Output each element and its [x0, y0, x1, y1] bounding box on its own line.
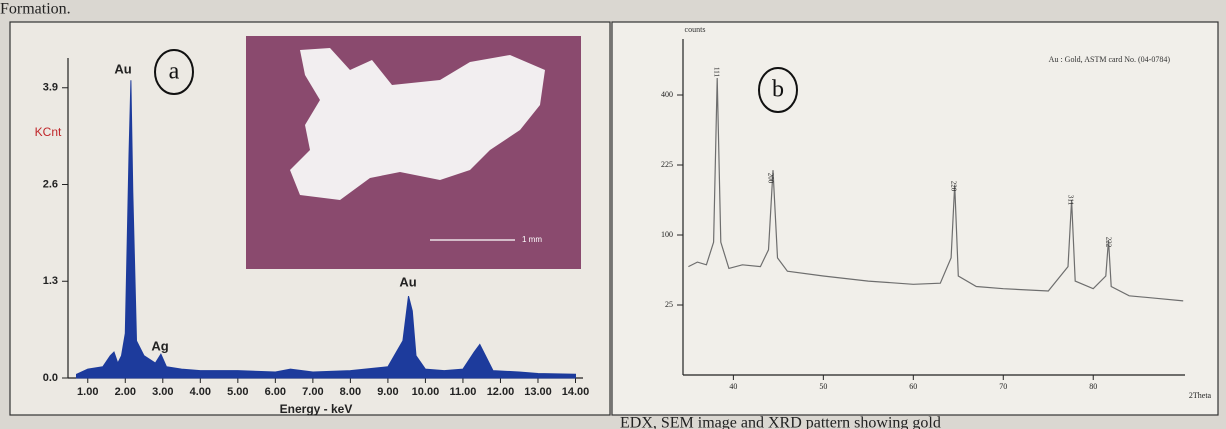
x-tick-label: 3.00	[152, 386, 173, 398]
x-tick-label: 9.00	[377, 386, 398, 398]
peak-label: 200	[766, 173, 774, 184]
peak-label: Ag	[151, 338, 168, 353]
x-tick-label: 7.00	[302, 386, 323, 398]
peak-label: Au	[399, 274, 416, 289]
x-tick-label: 12.00	[487, 386, 515, 398]
y-tick-label: 0.0	[43, 372, 58, 384]
x-tick-label: 70	[999, 382, 1007, 391]
x-tick-label: 4.00	[190, 386, 211, 398]
x-tick-label: 80	[1089, 382, 1097, 391]
figure: Formation. 1 mm EDX, SEM image and XRD p…	[0, 0, 1226, 429]
x-tick-label: 2.00	[115, 386, 136, 398]
x-tick-label: 14.00	[562, 386, 590, 398]
y-tick-label: 25	[665, 300, 673, 309]
x-tick-label: 13.00	[524, 386, 552, 398]
y-tick-label: 1.3	[43, 275, 58, 287]
peak-label: 220	[949, 181, 957, 192]
y-axis-label: counts	[685, 25, 706, 34]
panel-label: a	[169, 59, 180, 85]
x-tick-label: 40	[729, 382, 737, 391]
header-text: Formation.	[0, 1, 71, 18]
sem-inset: 1 mm	[246, 36, 581, 269]
x-tick-label: 10.00	[412, 386, 440, 398]
caption: EDX, SEM image and XRD pattern showing g…	[620, 415, 941, 429]
peak-label: 311	[1066, 195, 1074, 206]
panel-label: b	[772, 77, 784, 103]
y-tick-label: 100	[661, 230, 673, 239]
y-tick-label: 2.6	[43, 178, 58, 190]
peak-label: 111	[712, 67, 720, 77]
y-tick-label: 225	[661, 160, 673, 169]
y-axis-label: KCnt	[35, 125, 62, 139]
x-tick-label: 11.00	[449, 386, 476, 398]
x-tick-label: 1.00	[77, 386, 98, 398]
y-tick-label: 3.9	[43, 82, 58, 94]
x-tick-label: 6.00	[265, 386, 286, 398]
chart-title: Au : Gold, ASTM card No. (04-0784)	[1049, 55, 1171, 64]
y-tick-label: 400	[661, 90, 673, 99]
peak-label: Au	[114, 61, 131, 76]
panel-b-frame	[612, 22, 1218, 415]
x-tick-label: 60	[909, 382, 917, 391]
scale-label: 1 mm	[522, 235, 542, 244]
x-tick-label: 50	[819, 382, 827, 391]
x-tick-label: 5.00	[227, 386, 248, 398]
x-tick-label: 8.00	[340, 386, 361, 398]
x-axis-label: Energy - keV	[280, 402, 353, 416]
x-axis-label: 2Theta	[1189, 391, 1212, 400]
peak-label: 222	[1104, 237, 1112, 248]
